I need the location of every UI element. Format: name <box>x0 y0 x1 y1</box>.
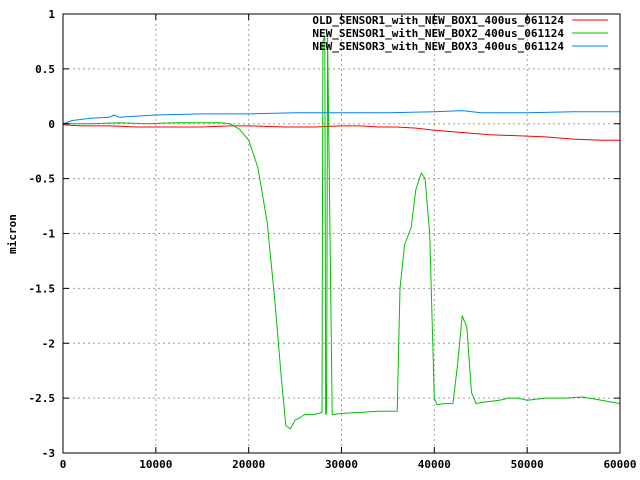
x-tick-labels: 0 10000 20000 30000 40000 50000 60000 <box>60 458 637 471</box>
y-tick-labels: 1 0.5 0 -0.5 -1 -1.5 -2 -2.5 -3 <box>29 8 56 460</box>
legend: OLD_SENSOR1_with_NEW_BOX1_400us_061124NE… <box>312 14 608 53</box>
y-tick-label: -1.5 <box>29 282 56 295</box>
series-line-3 <box>62 110 620 125</box>
y-tick-label: 1 <box>48 8 55 21</box>
y-tick-label: -0.5 <box>29 173 56 186</box>
y-tick-label: -2.5 <box>29 392 56 405</box>
x-tick-label: 30000 <box>325 458 358 471</box>
legend-label-2: NEW_SENSOR1_with_NEW_BOX2_400us_061124 <box>312 27 564 40</box>
x-tick-label: 50000 <box>511 458 544 471</box>
series-lines <box>62 35 621 430</box>
y-tick-label: -1 <box>42 228 56 241</box>
legend-label-1: OLD_SENSOR1_with_NEW_BOX1_400us_061124 <box>312 14 564 27</box>
x-tick-label: 40000 <box>418 458 451 471</box>
x-tick-label: 10000 <box>139 458 172 471</box>
y-tick-label: 0.5 <box>35 63 55 76</box>
x-tick-label: 20000 <box>232 458 265 471</box>
x-tick-label: 60000 <box>603 458 636 471</box>
legend-label-3: NEW_SENSOR3_with_NEW_BOX3_400us_061124 <box>312 40 564 53</box>
series-line-2 <box>63 35 621 430</box>
tick-marks <box>62 13 621 454</box>
series-line-1 <box>62 124 620 141</box>
x-tick-label: 0 <box>60 458 67 471</box>
y-tick-label: -3 <box>42 447 55 460</box>
y-tick-label: -2 <box>42 337 55 350</box>
y-axis-title: micron <box>6 214 19 254</box>
grid-lines <box>63 14 620 453</box>
y-tick-label: 0 <box>48 118 55 131</box>
